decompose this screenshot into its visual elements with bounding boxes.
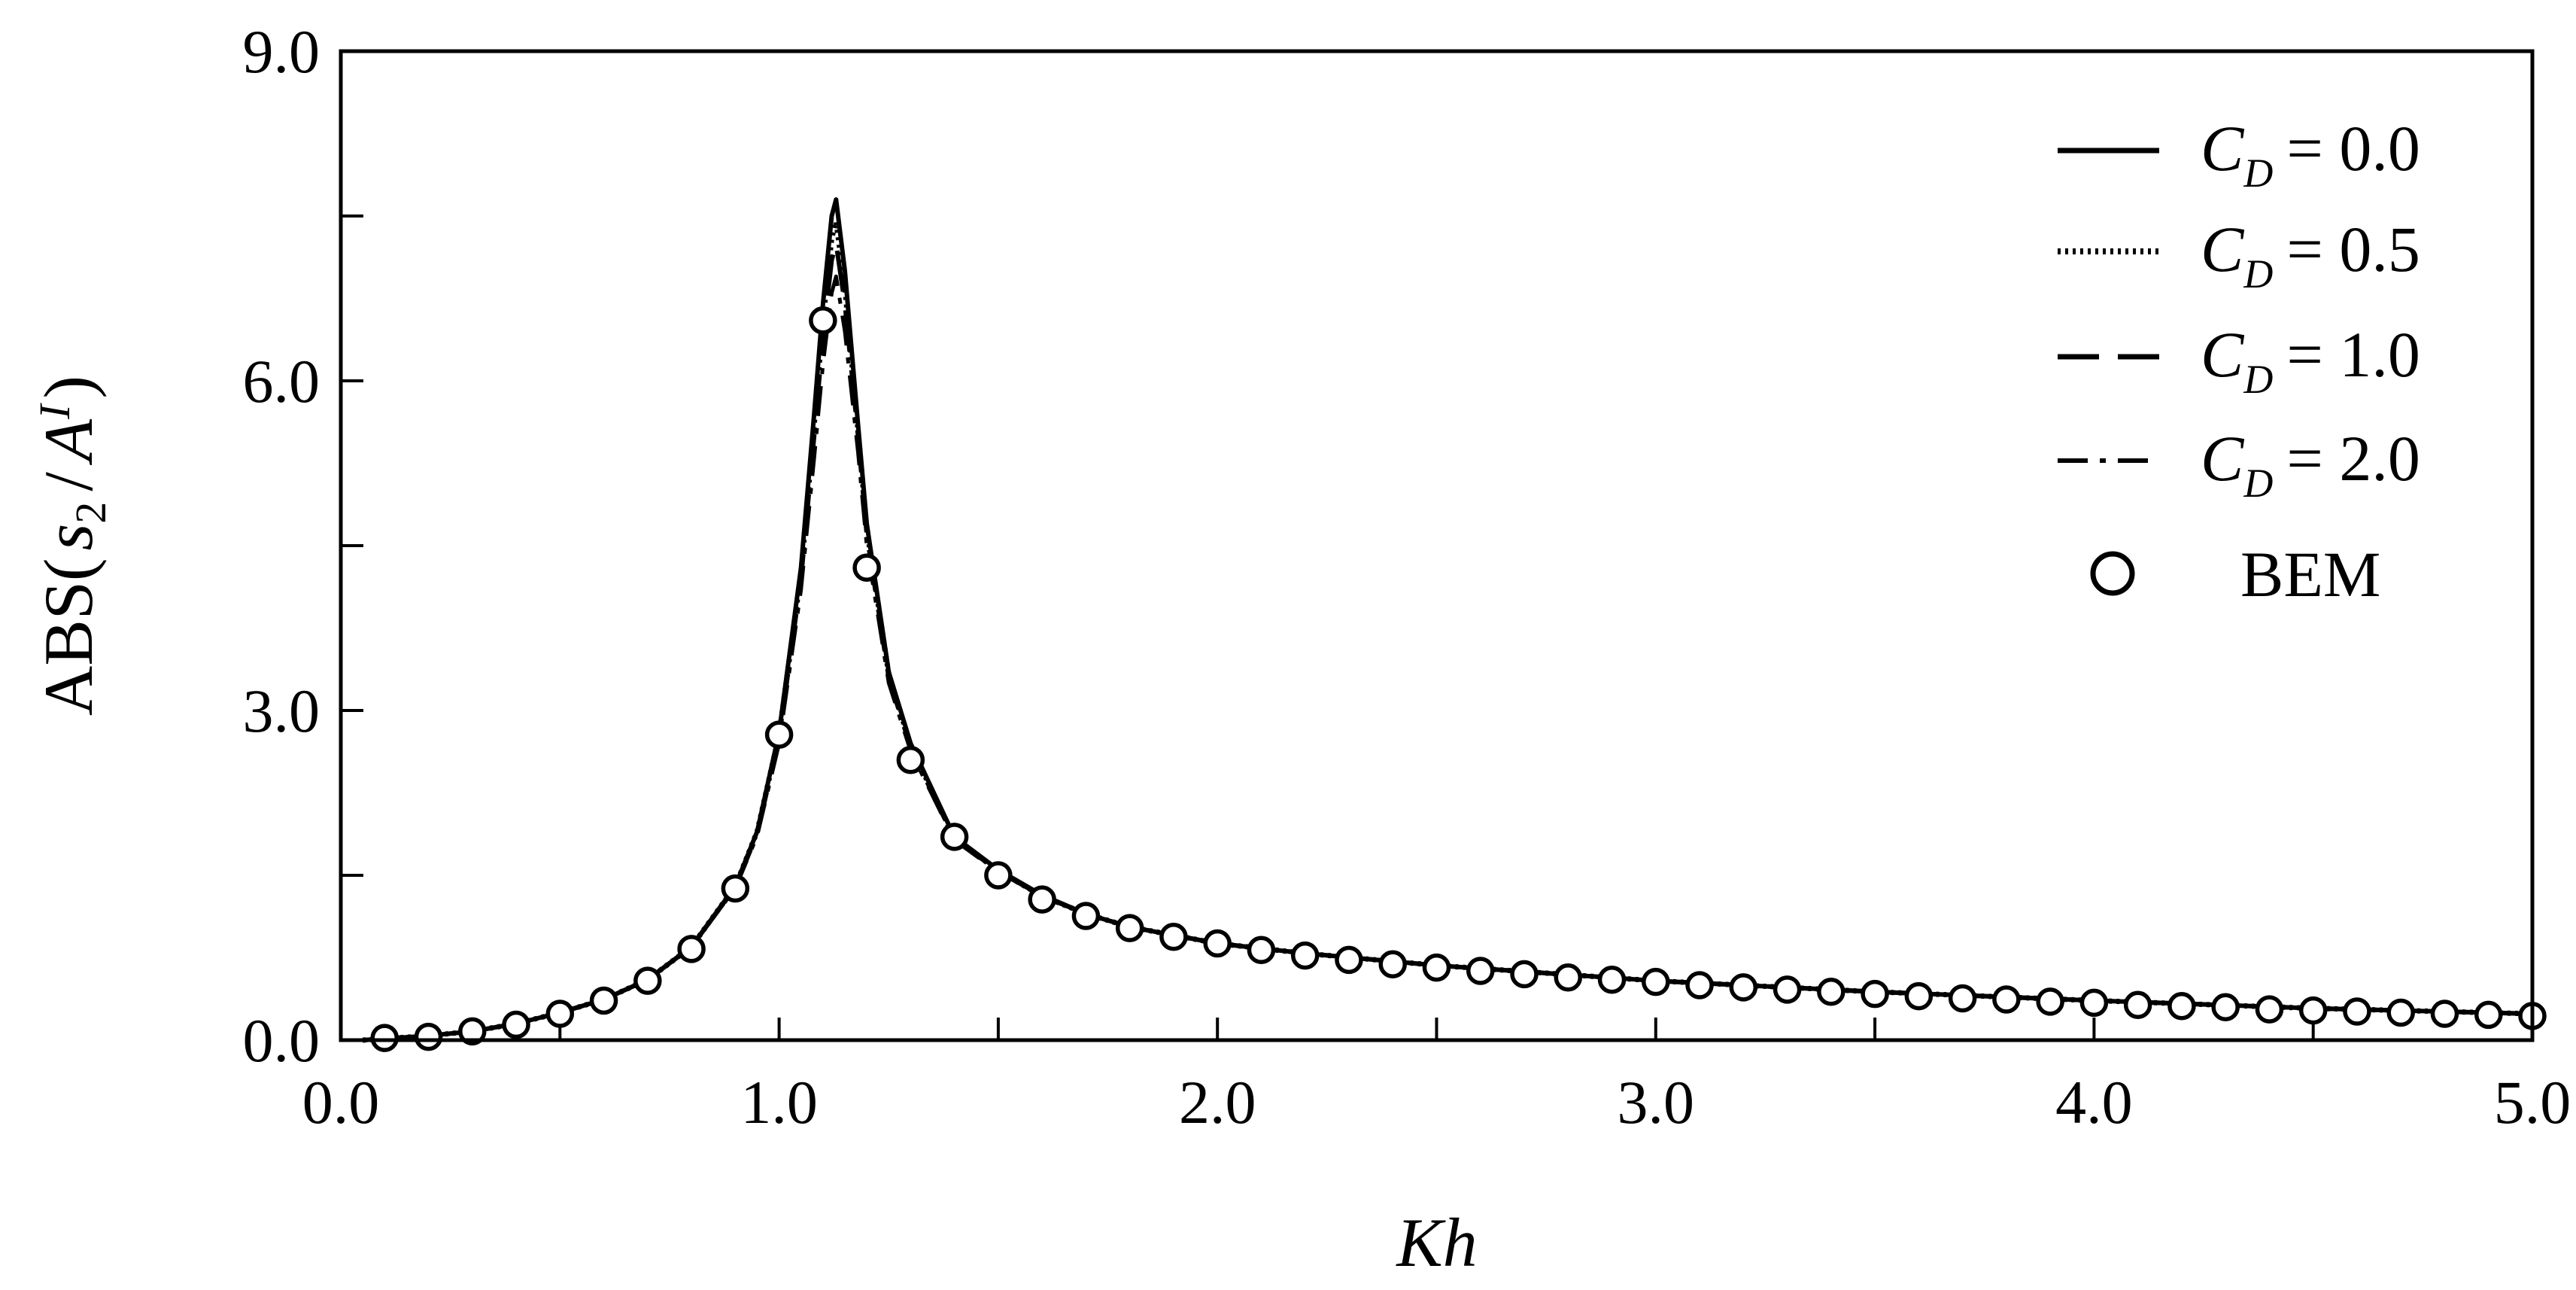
bem-point-14 — [984, 861, 1013, 890]
x-tick-label-3: 3.0 — [1618, 1068, 1695, 1136]
legend-label-0: CD = 0.0 — [2201, 112, 2420, 196]
bem-point-46 — [2386, 998, 2415, 1027]
bem-point-38 — [2036, 987, 2064, 1016]
bem-point-33 — [1817, 978, 1845, 1006]
minor-ticks — [339, 50, 2534, 1042]
bem-point-15 — [1028, 885, 1056, 914]
bem-point-39 — [2079, 988, 2109, 1018]
bem-point-42 — [2211, 993, 2240, 1021]
bem-point-17 — [1115, 914, 1144, 942]
bem-point-36 — [1948, 984, 1977, 1013]
plot-frame — [339, 49, 2535, 1042]
bem-point-26 — [1510, 960, 1539, 989]
series-line-1 — [362, 218, 2533, 1043]
legend-label-4: BEM — [2240, 538, 2380, 610]
bem-point-32 — [1773, 975, 1802, 1004]
legend-label-1: CD = 0.5 — [2201, 213, 2420, 297]
y-axis-label: ABS(s2/AI) — [30, 376, 115, 716]
bem-point-18 — [1159, 923, 1188, 951]
bem-point-6 — [633, 966, 662, 995]
y-tick-label-1: 3.0 — [243, 677, 320, 745]
bem-point-12 — [896, 745, 925, 774]
bem-point-45 — [2343, 997, 2371, 1026]
tick-labels: 0.0 1.0 2.0 3.0 4.0 5.0 0.0 3.0 6.0 9.0 — [243, 17, 2571, 1136]
bem-point-21 — [1290, 941, 1320, 970]
bem-point-44 — [2298, 996, 2328, 1025]
bem-point-43 — [2255, 995, 2284, 1024]
bem-point-28 — [1597, 965, 1627, 994]
bem-point-35 — [1904, 981, 1934, 1011]
bem-point-9 — [764, 720, 794, 749]
bem-point-41 — [2167, 991, 2196, 1021]
x-tick-label-2: 2.0 — [1179, 1068, 1256, 1136]
bem-point-30 — [1685, 971, 1714, 999]
bem-point-22 — [1335, 945, 1363, 975]
bem-point-47 — [2430, 999, 2459, 1028]
legend-label-3: CD = 2.0 — [2201, 422, 2420, 506]
bem-point-20 — [1247, 936, 1276, 965]
bem-point-1 — [414, 1022, 443, 1051]
bem-point-29 — [1642, 967, 1670, 996]
bem-point-16 — [1071, 902, 1101, 930]
legend-label-2: CD = 1.0 — [2201, 318, 2420, 402]
bem-point-48 — [2474, 1000, 2503, 1030]
series-line-3 — [362, 274, 2533, 1042]
x-tick-label-1: 1.0 — [740, 1068, 818, 1136]
x-tick-label-0: 0.0 — [302, 1068, 380, 1136]
bem-point-19 — [1203, 929, 1232, 958]
series-lines — [362, 197, 2533, 1043]
y-tick-label-2: 6.0 — [243, 347, 320, 415]
bem-point-10 — [809, 306, 837, 335]
bem-point-27 — [1554, 963, 1583, 992]
x-tick-label-5: 5.0 — [2494, 1068, 2571, 1136]
y-tick-label-0: 0.0 — [243, 1006, 320, 1075]
bem-point-3 — [502, 1010, 530, 1039]
legend-marker-bem — [2090, 551, 2135, 596]
bem-point-5 — [589, 986, 618, 1015]
bem-points — [370, 306, 2547, 1052]
bem-point-0 — [370, 1024, 399, 1052]
bem-point-31 — [1729, 973, 1758, 1002]
legend: CD = 0.0 CD = 0.5 CD = 1.0 CD = 2.0 BEM — [2058, 112, 2420, 610]
bem-point-40 — [2123, 990, 2152, 1020]
bem-point-25 — [1466, 957, 1495, 985]
bem-point-34 — [1861, 979, 1889, 1009]
bem-point-23 — [1378, 950, 1407, 979]
bem-point-37 — [1992, 985, 2021, 1014]
bem-point-13 — [940, 823, 969, 851]
x-axis-label: Kh — [1395, 1204, 1477, 1281]
bem-point-4 — [545, 999, 575, 1028]
y-tick-label-3: 9.0 — [243, 17, 320, 86]
bem-point-7 — [677, 935, 706, 963]
bem-point-2 — [458, 1017, 487, 1046]
x-tick-label-4: 4.0 — [2055, 1068, 2133, 1136]
bem-point-8 — [721, 874, 750, 903]
bem-point-24 — [1422, 953, 1451, 982]
bem-point-11 — [852, 553, 881, 582]
